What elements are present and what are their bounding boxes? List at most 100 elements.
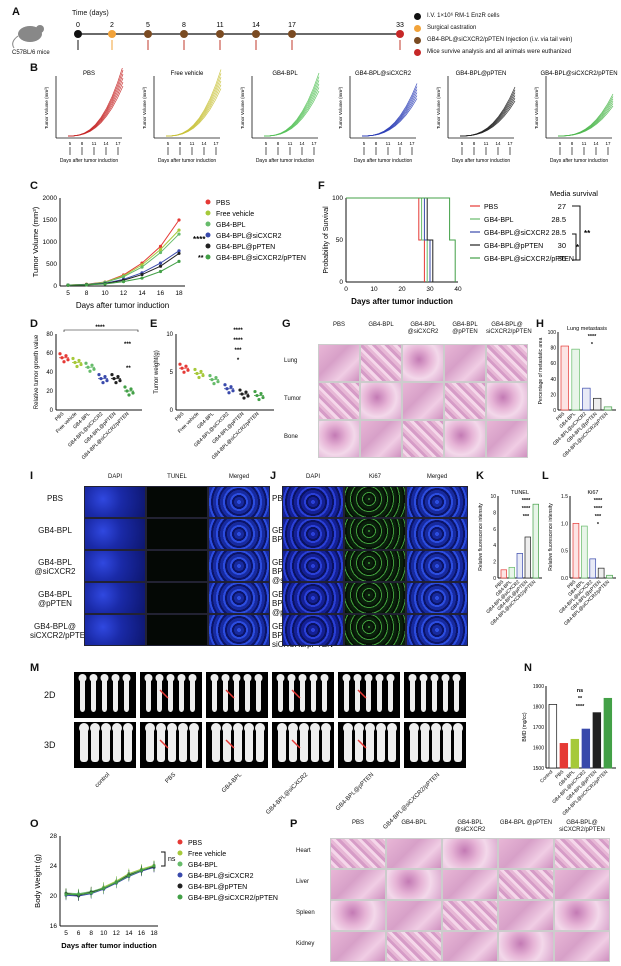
data-point [123,385,127,389]
bone-shape [102,728,110,762]
bone-joint [342,674,351,682]
data-point [244,390,248,394]
data-point [116,375,120,379]
data-point [199,369,203,374]
timeline-ticks: 0 2 5 8 11 14 17 33 [74,22,404,50]
y-tick-label: 0.5 [561,549,568,555]
fluor-column-label: Merged [426,474,448,480]
bone-joint [111,674,120,682]
bone-shape [377,728,385,762]
legend-marker [177,894,183,900]
bone-joint [255,723,265,733]
mini-tick-label: 8 [179,141,182,146]
timeline-svg: 0 2 5 8 11 14 17 33 [12,22,404,50]
legend-marker [205,254,211,260]
data-point [231,389,235,393]
bone-image [140,722,202,768]
fluor-image [344,518,406,550]
median-value: 28.5 [551,228,566,237]
legend-label: GB4-BPL@siCXCR2/pPTEN [216,255,306,262]
y-tick-label: 0 [170,408,174,414]
bone-row-label: 3D [44,740,56,750]
data-point [259,391,263,396]
data-point [127,393,131,397]
legend-marker [205,210,211,216]
y-tick-label: 0 [53,283,57,290]
bar [559,743,569,769]
legend-dot [414,48,421,56]
category-label: PBS [494,579,505,590]
bone-image [206,672,268,718]
fluor-row-label: PBS [272,494,289,503]
legend-label: GB4-BPL@pPTEN [216,244,275,251]
histology-column-label: GB4-BPL @pPTEN [452,322,478,335]
fluor-row-label: GB4-BPL @siCXCR2 [272,558,313,585]
bar [581,728,591,769]
category-label: PBS [174,411,186,423]
timeline-dot [252,30,260,38]
bone-drawing [78,674,131,712]
bone-shape [278,678,283,712]
data-point [216,380,220,384]
data-point [212,382,216,386]
fluorescence-i: DAPI TUNEL Merged PBS GB4-BPL GB4-BPL @siCXCR… [30,474,270,654]
mini-tick-label: 14 [299,141,305,146]
data-point [223,383,227,387]
bone-shape [289,678,294,712]
bone-shape [102,678,107,712]
bar [571,348,580,411]
lesion-arrow [357,739,367,749]
data-point [84,283,89,287]
x-tick-label: 30 [426,286,434,293]
lesion-arrow [225,689,235,699]
bone-shape [80,678,85,712]
x-tick-label: 8 [89,930,93,937]
x-tick-label: 10 [370,286,378,293]
chart-title: Ki67 [587,490,598,496]
fluor-image [208,614,270,646]
data-point [84,361,88,365]
bone-shape [256,728,264,762]
data-point [140,276,144,280]
histology-image [442,838,498,869]
fluor-image [84,582,146,614]
histology-column-label: GB4-BPL@ siCXCR2/pPTEN [486,322,532,335]
bone-image [272,722,334,768]
data-point [177,232,181,236]
legend-marker [205,199,211,205]
bone-joint [189,723,199,733]
growth-line [67,85,124,137]
data-point [158,244,163,248]
survival-curve [346,197,431,282]
bone-joint [210,674,219,682]
growth-line [361,83,418,137]
bone-shape [223,728,231,762]
bone-joint [354,723,364,733]
data-point [89,891,93,895]
data-point [197,375,201,380]
bone-drawing [145,723,199,762]
fluor-row-label: GB4-BPL @siCXCR2 [34,558,76,576]
data-point [103,282,107,286]
panel-label-j: J [270,470,277,482]
data-point [114,881,118,884]
bone-joint [233,723,243,733]
histology-column-label: GB4-BPL @siCXCR2 [454,820,486,833]
y-tick-label: 0 [50,408,54,414]
bone-shape [454,728,462,762]
significance: **** [95,325,105,331]
bar [516,553,523,579]
mini-tick-label: 8 [571,141,574,146]
fluor-column-label: DAPI [107,474,122,480]
bone-image [404,722,466,768]
bone-shape [80,728,88,762]
data-point [88,369,92,373]
legend-label: PBS [484,204,498,211]
bone-shape [355,678,360,712]
data-point [140,263,144,267]
y-tick-label: 1500 [43,217,58,224]
bone-joint [419,674,428,682]
histology-column-label: PBS [332,322,345,328]
bracket [572,233,577,260]
